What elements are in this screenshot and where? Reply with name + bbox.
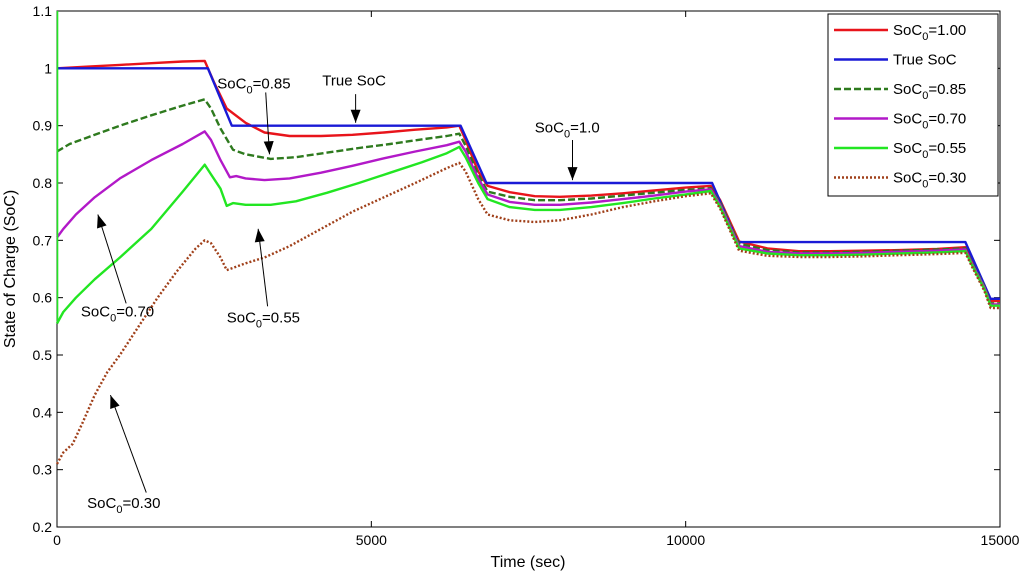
axis-ticks: 0 5000 10000 150000.20.30.40.50.60.70.80.91…	[33, 3, 1020, 548]
legend-entry-4-main: SoC	[893, 140, 922, 157]
annotation-arrowhead-truesoc	[350, 109, 361, 123]
series-line-3	[56, 130, 1000, 306]
legend-entry-4-rest: =0.55	[928, 140, 966, 157]
legend-entry-0-sub: 0	[922, 31, 928, 43]
y-tick-label: 0.5	[33, 347, 53, 363]
annotation-truesoc-main: True SoC	[322, 73, 386, 90]
annotation-soc085-rest: =0.85	[253, 75, 291, 92]
legend-entry-1-main: True SoC	[893, 52, 957, 69]
legend-entry-0: SoC0=1.00	[893, 22, 966, 43]
annotation-soc070-main: SoC	[81, 304, 110, 321]
annotation-soc070: SoC0=0.70	[81, 304, 154, 325]
y-tick-label: 0.2	[33, 519, 53, 535]
legend-entry-2: SoC0=0.85	[893, 81, 966, 102]
annotation-soc085-main: SoC	[217, 75, 246, 92]
annotation-soc055-rest: =0.55	[262, 309, 300, 326]
y-tick-label: 1	[44, 60, 52, 76]
y-tick-label: 0.7	[33, 232, 53, 248]
y-tick-label: 1.1	[33, 3, 53, 19]
x-tick-label: 10000	[666, 532, 705, 548]
legend-entry-3-rest: =0.70	[928, 111, 966, 128]
y-tick-label: 0.3	[33, 462, 53, 478]
annotation-arrow-soc030	[109, 394, 147, 493]
legend-entry-0-rest: =1.00	[928, 22, 966, 39]
y-tick-label: 0.9	[33, 118, 53, 134]
legend-entry-2-main: SoC	[893, 81, 922, 98]
annotation-soc10-main: SoC	[535, 120, 564, 137]
annotation-soc085-sub: 0	[246, 84, 252, 96]
legend-entry-5-main: SoC	[893, 170, 922, 187]
x-tick-label: 5000	[356, 532, 387, 548]
annotation-soc055: SoC0=0.55	[227, 309, 300, 330]
annotation-soc030-rest: =0.30	[122, 495, 160, 512]
x-axis-label: Time (sec)	[491, 554, 566, 571]
legend-entry-0-main: SoC	[893, 22, 922, 39]
y-tick-label: 0.4	[33, 404, 53, 420]
annotation-soc030-sub: 0	[116, 504, 122, 516]
legend-box	[827, 13, 999, 197]
legend-entry-3: SoC0=0.70	[893, 111, 966, 132]
legend-entry-3-sub: 0	[922, 120, 928, 132]
series-group	[55, 11, 1000, 465]
legend-entry-5-rest: =0.30	[928, 170, 966, 187]
legend-entry-2-rest: =0.85	[928, 81, 966, 98]
y-axis-label: State of Charge (SoC)	[2, 190, 19, 348]
series-line-5	[55, 161, 1000, 465]
annotation-soc10: SoC0=1.0	[535, 120, 600, 141]
annotation-soc030-main: SoC	[87, 495, 116, 512]
annotation-arrowhead-soc085	[263, 141, 274, 155]
annotation-soc070-rest: =0.70	[116, 304, 154, 321]
annotation-soc055-main: SoC	[227, 309, 256, 326]
legend-entry-1: True SoC	[893, 52, 957, 69]
annotation-arrow-soc070	[97, 214, 127, 304]
annotation-soc085: SoC0=0.85	[217, 75, 290, 96]
series-line-4	[55, 145, 1000, 325]
annotation-soc070-sub: 0	[110, 313, 116, 325]
x-tick-label: 15000	[981, 532, 1020, 548]
annotation-arrowhead-soc030	[110, 395, 120, 410]
legend-entry-3-main: SoC	[893, 111, 922, 128]
annotation-soc030: SoC0=0.30	[87, 495, 160, 516]
y-tick-label: 0.8	[33, 175, 53, 191]
y-tick-label: 0.6	[33, 290, 53, 306]
legend-entry-4-sub: 0	[922, 149, 928, 161]
annotation-arrowhead-soc10	[567, 167, 578, 181]
annotation-arrowhead-soc055	[254, 228, 265, 243]
annotation-arrowhead-soc070	[97, 214, 107, 229]
annotation-truesoc: True SoC	[322, 73, 386, 90]
annotation-soc055-sub: 0	[256, 318, 262, 330]
legend-entry-5-sub: 0	[922, 179, 928, 191]
legend-entry-4: SoC0=0.55	[893, 140, 966, 161]
legend-entry-5: SoC0=0.30	[893, 170, 966, 191]
x-tick-label: 0	[53, 532, 61, 548]
annotation-soc10-sub: 0	[564, 129, 570, 141]
legend-entry-2-sub: 0	[922, 90, 928, 102]
series-line-1	[57, 67, 1000, 300]
annotation-soc10-rest: =1.0	[570, 120, 600, 137]
